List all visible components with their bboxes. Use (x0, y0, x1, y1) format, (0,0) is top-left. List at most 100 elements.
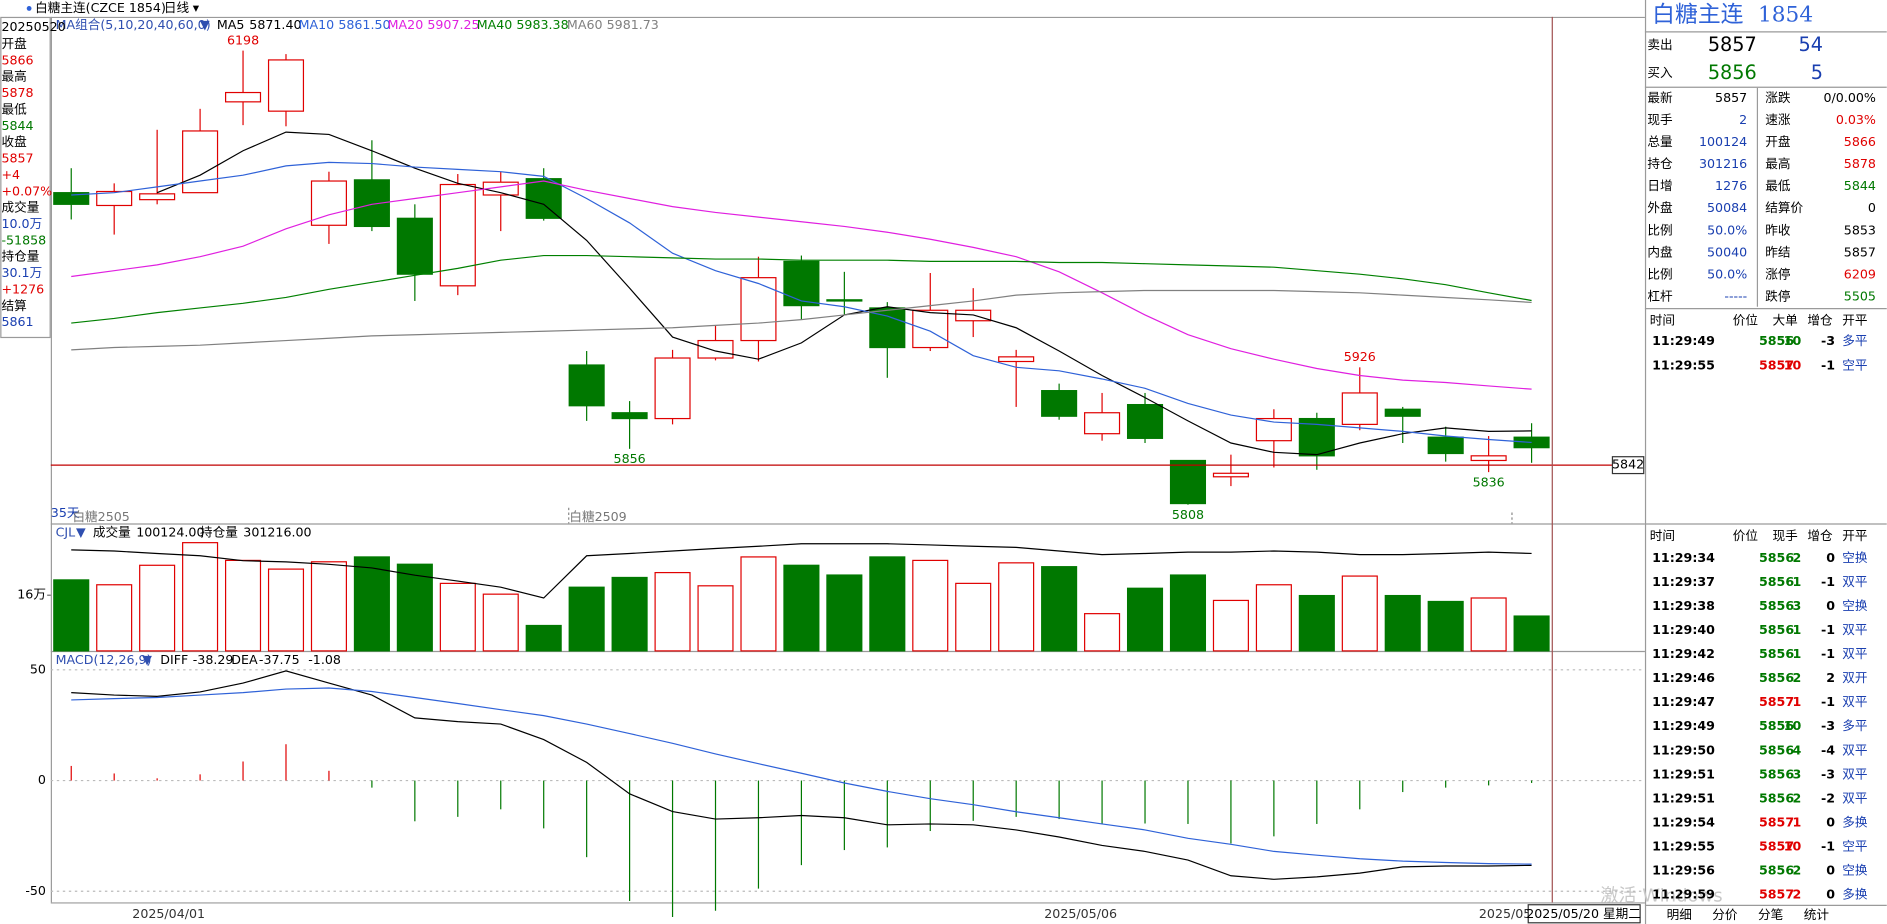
row-oi: 0 (1826, 863, 1835, 878)
tab[interactable]: 分价 (1712, 907, 1738, 922)
info-line: +0.07% (1, 183, 52, 198)
legend-name: DEA (231, 652, 258, 667)
row-time: 11:29:34 (1652, 550, 1715, 565)
y-tick-label: 16万 (17, 587, 46, 602)
row-time: 11:29:56 (1652, 863, 1715, 878)
quote-price: 5856 (1708, 61, 1757, 84)
row-hand: 10 (1784, 839, 1802, 854)
volume-bar (525, 624, 562, 652)
candle-body (998, 356, 1035, 363)
row-time: 11:29:49 (1652, 333, 1715, 348)
row-oi: -4 (1821, 742, 1835, 757)
volume-bar (267, 568, 305, 652)
volume-bar (1470, 597, 1507, 652)
volume-bar (568, 586, 605, 652)
stat-label: 内盘 (1647, 244, 1673, 259)
row-type: 空平 (1842, 357, 1867, 372)
candle-body (1126, 403, 1164, 439)
symbol[interactable]: 白糖主连(CZCE 1854) (35, 0, 166, 15)
row-hand: 2 (1793, 863, 1802, 878)
row-time: 11:29:38 (1652, 598, 1715, 613)
stat-label: 昨结 (1765, 244, 1790, 259)
extreme-label: 5926 (1344, 349, 1376, 364)
price-tag (1611, 456, 1645, 475)
row-price: 5856 (1759, 790, 1794, 805)
info-line: +4 (1, 167, 20, 182)
quote-title: 白糖主连 (1652, 2, 1744, 28)
extreme-label: 5808 (1172, 507, 1204, 522)
candle-body (310, 180, 347, 226)
volume-bar (1513, 615, 1550, 652)
row-hand: 1 (1793, 694, 1802, 709)
table-header: 价位 (1733, 313, 1759, 328)
row-hand: 3 (1793, 766, 1802, 781)
table-header: 开平 (1842, 528, 1867, 543)
legend-value: -1.08 (308, 652, 341, 667)
stat-value: 5844 (1844, 178, 1876, 193)
stat-label: 最高 (1765, 156, 1790, 171)
candle-body (826, 299, 863, 302)
row-type: 空换 (1842, 598, 1868, 613)
row-oi: 2 (1826, 670, 1835, 685)
dropdown-icon[interactable]: ▾ (193, 0, 200, 15)
legend-value: 5861.50 (338, 17, 390, 32)
row-oi: -1 (1821, 357, 1835, 372)
row-price: 5857 (1759, 814, 1794, 829)
tab[interactable]: 分笔 (1758, 907, 1783, 922)
candle-body (182, 130, 219, 194)
row-hand: 1 (1793, 646, 1802, 661)
row-price: 5856 (1759, 333, 1794, 348)
row-type: 多平 (1842, 333, 1867, 348)
volume-bar (353, 556, 390, 652)
row-time: 11:29:49 (1652, 718, 1715, 733)
legend-name: 持仓量 (200, 524, 238, 539)
stat-label: 速涨 (1765, 112, 1791, 127)
row-hand: 10 (1784, 718, 1802, 733)
volume-bar (1384, 594, 1421, 652)
row-oi: 0 (1826, 598, 1835, 613)
candle-body (654, 357, 691, 420)
legend-value: 100124.00 (136, 524, 204, 539)
volume-bar (1169, 574, 1207, 652)
stat-label: 外盘 (1647, 200, 1673, 215)
tab[interactable]: 明细 (1667, 907, 1692, 922)
stat-value: 5505 (1844, 288, 1876, 303)
row-oi: -3 (1821, 718, 1835, 733)
volume-bar (869, 556, 906, 652)
period[interactable]: 日线 (164, 0, 190, 15)
info-line: 5878 (1, 85, 33, 100)
row-oi: -1 (1821, 622, 1835, 637)
stat-label: 总量 (1647, 134, 1673, 149)
candle-body (1427, 436, 1464, 455)
candle-body (697, 339, 734, 359)
x-axis-label: 2025/05/06 (1044, 906, 1117, 921)
volume-bar (740, 556, 777, 652)
table-header: 现手 (1772, 528, 1798, 543)
tab[interactable]: 统计 (1804, 907, 1830, 922)
row-oi: -1 (1821, 694, 1835, 709)
row-price: 5856 (1759, 670, 1794, 685)
ma-legend-title: MA组合(5,10,20,40,60,0) (56, 17, 211, 32)
y-tick-label: 50 (30, 661, 46, 676)
row-type: 空换 (1842, 863, 1868, 878)
open-interest-line (71, 543, 1532, 599)
table-header: 时间 (1650, 313, 1675, 328)
candle-body (1384, 408, 1421, 417)
volume-bar (439, 582, 476, 652)
legend-name: MA10 (299, 17, 335, 32)
row-time: 11:29:51 (1652, 766, 1715, 781)
macd-line (71, 687, 1532, 865)
row-type: 双平 (1842, 694, 1867, 709)
stat-value: 1276 (1715, 178, 1747, 193)
volume-bar (826, 574, 863, 652)
quote-volume: 54 (1798, 33, 1823, 56)
info-date: 20250520 (1, 19, 65, 34)
ma-line (71, 289, 1532, 351)
stat-value: 0.03% (1836, 112, 1876, 127)
dropdown-icon: ▼ (142, 652, 152, 667)
info-line: 开盘 (1, 36, 27, 51)
row-type: 双平 (1842, 574, 1867, 589)
candle-body (267, 59, 305, 112)
candle-body (96, 190, 133, 207)
stat-label: 日增 (1647, 178, 1672, 193)
